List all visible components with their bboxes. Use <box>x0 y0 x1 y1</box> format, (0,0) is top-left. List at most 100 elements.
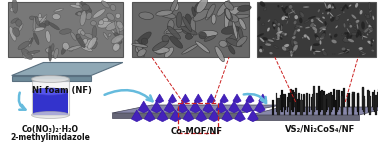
Bar <box>347 102 348 114</box>
Bar <box>328 93 330 107</box>
Bar <box>347 99 348 112</box>
Ellipse shape <box>111 30 118 36</box>
Ellipse shape <box>305 27 310 29</box>
Ellipse shape <box>334 34 337 37</box>
Ellipse shape <box>262 23 265 26</box>
Ellipse shape <box>303 6 310 8</box>
Ellipse shape <box>286 20 288 25</box>
Ellipse shape <box>346 32 349 34</box>
Bar <box>321 90 323 109</box>
Ellipse shape <box>111 35 124 43</box>
Bar <box>377 92 378 107</box>
Ellipse shape <box>110 4 116 11</box>
Bar <box>347 93 350 107</box>
Bar <box>336 90 338 112</box>
Polygon shape <box>177 101 188 113</box>
Ellipse shape <box>330 17 335 22</box>
Ellipse shape <box>88 37 96 49</box>
Ellipse shape <box>347 28 350 34</box>
Ellipse shape <box>325 21 327 26</box>
Bar <box>364 99 366 114</box>
Ellipse shape <box>76 34 80 39</box>
Ellipse shape <box>277 23 280 26</box>
Ellipse shape <box>311 19 314 22</box>
Bar <box>313 86 315 107</box>
Ellipse shape <box>277 33 280 40</box>
Ellipse shape <box>315 39 321 40</box>
Ellipse shape <box>341 47 346 51</box>
Polygon shape <box>112 105 281 113</box>
Ellipse shape <box>173 2 179 10</box>
Ellipse shape <box>183 26 190 34</box>
Bar <box>311 97 313 109</box>
Ellipse shape <box>282 46 287 51</box>
Ellipse shape <box>274 20 279 26</box>
Ellipse shape <box>215 46 225 62</box>
Ellipse shape <box>115 44 120 49</box>
Ellipse shape <box>59 29 71 34</box>
Ellipse shape <box>76 11 87 15</box>
Ellipse shape <box>367 41 373 45</box>
Ellipse shape <box>45 21 50 26</box>
Ellipse shape <box>232 22 237 39</box>
Ellipse shape <box>342 5 346 11</box>
Ellipse shape <box>291 38 294 46</box>
Polygon shape <box>144 110 155 122</box>
Bar <box>368 92 370 112</box>
Bar <box>298 93 301 107</box>
Ellipse shape <box>70 46 74 52</box>
Ellipse shape <box>159 11 176 18</box>
Ellipse shape <box>222 26 239 34</box>
Bar <box>373 95 375 109</box>
Ellipse shape <box>329 12 334 18</box>
Bar <box>329 95 331 114</box>
Ellipse shape <box>226 6 241 17</box>
Ellipse shape <box>369 10 372 13</box>
Bar <box>357 94 359 112</box>
Ellipse shape <box>356 20 359 22</box>
Polygon shape <box>151 101 162 113</box>
Ellipse shape <box>284 15 288 18</box>
Ellipse shape <box>229 46 235 54</box>
Ellipse shape <box>343 49 349 53</box>
Ellipse shape <box>61 46 67 54</box>
Ellipse shape <box>314 34 319 39</box>
Ellipse shape <box>333 53 335 55</box>
Ellipse shape <box>51 43 54 51</box>
Bar <box>295 94 297 114</box>
Bar <box>308 94 310 107</box>
Ellipse shape <box>304 34 307 38</box>
Ellipse shape <box>293 29 297 36</box>
Ellipse shape <box>33 88 68 95</box>
Bar <box>319 92 321 112</box>
Ellipse shape <box>206 4 215 18</box>
Ellipse shape <box>269 52 273 54</box>
Ellipse shape <box>33 17 36 32</box>
Ellipse shape <box>281 5 283 7</box>
Ellipse shape <box>288 12 290 19</box>
Ellipse shape <box>116 21 123 29</box>
Ellipse shape <box>349 4 352 7</box>
Ellipse shape <box>359 51 361 55</box>
Ellipse shape <box>293 21 297 24</box>
Ellipse shape <box>364 28 369 33</box>
Ellipse shape <box>132 43 148 47</box>
Bar <box>372 92 374 107</box>
Bar <box>330 92 332 112</box>
Ellipse shape <box>29 16 36 20</box>
Ellipse shape <box>81 2 92 12</box>
Polygon shape <box>242 101 253 113</box>
Ellipse shape <box>282 7 286 13</box>
Ellipse shape <box>185 14 192 24</box>
Ellipse shape <box>289 5 293 9</box>
Ellipse shape <box>290 51 293 57</box>
Bar <box>288 92 291 107</box>
Ellipse shape <box>165 47 174 58</box>
Polygon shape <box>138 101 149 113</box>
Ellipse shape <box>190 18 195 36</box>
Ellipse shape <box>85 39 93 50</box>
Ellipse shape <box>28 38 32 47</box>
Ellipse shape <box>199 32 206 39</box>
Ellipse shape <box>33 27 45 32</box>
Ellipse shape <box>93 9 105 18</box>
